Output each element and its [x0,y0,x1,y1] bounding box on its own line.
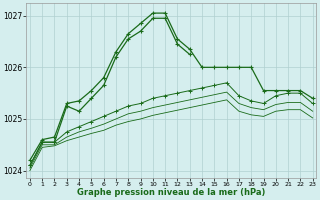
X-axis label: Graphe pression niveau de la mer (hPa): Graphe pression niveau de la mer (hPa) [77,188,266,197]
